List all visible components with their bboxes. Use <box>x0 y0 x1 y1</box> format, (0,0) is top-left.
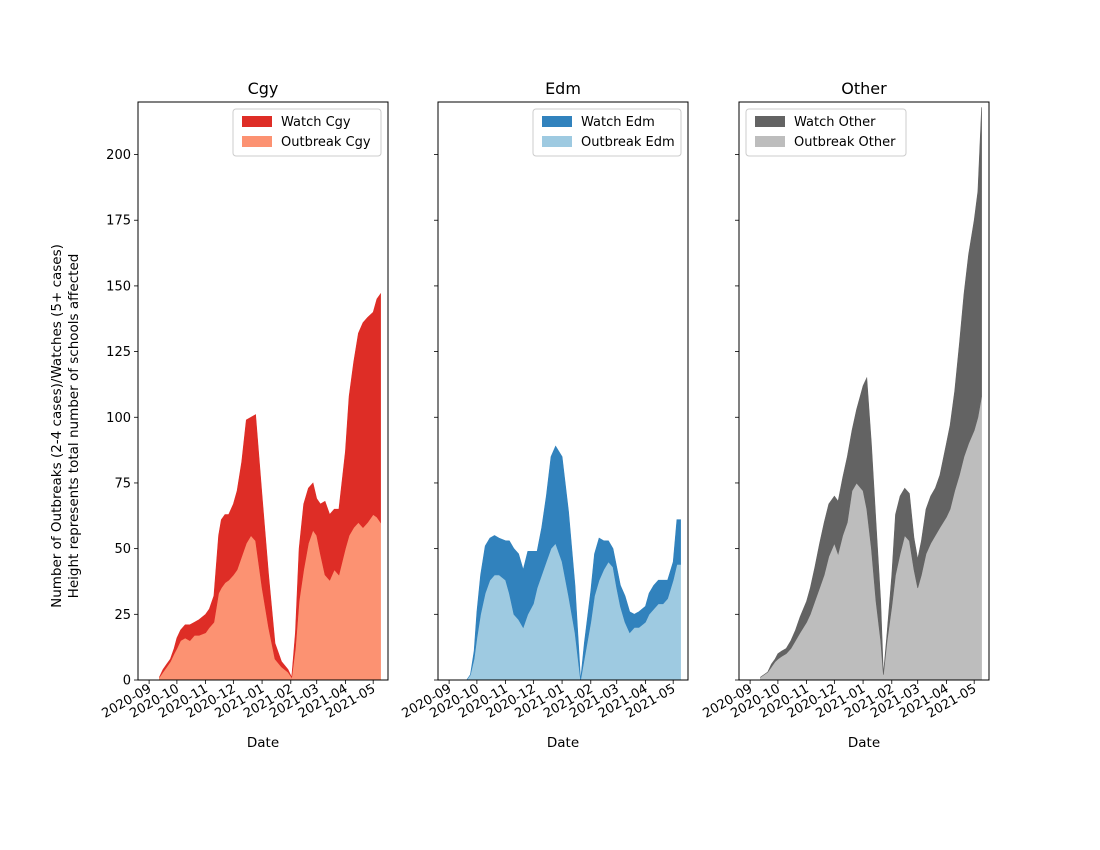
legend <box>745 108 907 157</box>
y-tick-label: 150 <box>106 279 131 294</box>
axes-frame <box>738 101 990 681</box>
legend-label: Watch Edm <box>581 115 655 130</box>
area-watch-cgy <box>159 292 381 679</box>
legend-label: Outbreak Edm <box>581 135 675 150</box>
legend-swatch <box>542 136 572 147</box>
figure-ylabel-line2: Height represents total number of school… <box>66 254 82 599</box>
y-tick-label: 0 <box>123 674 131 689</box>
chart-title: Other <box>841 79 887 98</box>
chart-title: Cgy <box>248 79 279 98</box>
y-tick-label: 75 <box>114 476 131 491</box>
axes-frame <box>437 101 689 681</box>
y-tick-label: 100 <box>106 411 131 426</box>
y-tick-label: 50 <box>114 542 131 557</box>
legend-swatch <box>755 116 785 127</box>
area-watch-edm <box>459 445 681 681</box>
legend-swatch <box>242 136 272 147</box>
y-tick-label: 200 <box>106 148 131 163</box>
x-axis-label: Date <box>247 735 279 751</box>
figure-ylabel-line1: Number of Outbreaks (2-4 cases)/Watches … <box>49 244 65 608</box>
panel-other: Other2020-092020-102020-112020-122021-01… <box>701 79 990 751</box>
chart-title: Edm <box>545 79 581 98</box>
legend-label: Watch Other <box>794 115 876 130</box>
legend-label: Outbreak Other <box>794 135 896 150</box>
y-tick-label: 125 <box>106 345 131 360</box>
legend-label: Watch Cgy <box>281 115 351 130</box>
axes-frame <box>137 101 389 681</box>
y-tick-label: 175 <box>106 214 131 229</box>
legend-label: Outbreak Cgy <box>281 135 371 150</box>
legend-swatch <box>542 116 572 127</box>
x-axis-label: Date <box>848 735 880 751</box>
legend-swatch <box>755 136 785 147</box>
x-axis-label: Date <box>547 735 579 751</box>
legend-swatch <box>242 116 272 127</box>
y-tick-label: 25 <box>114 608 131 623</box>
area-watch-other <box>760 107 982 678</box>
